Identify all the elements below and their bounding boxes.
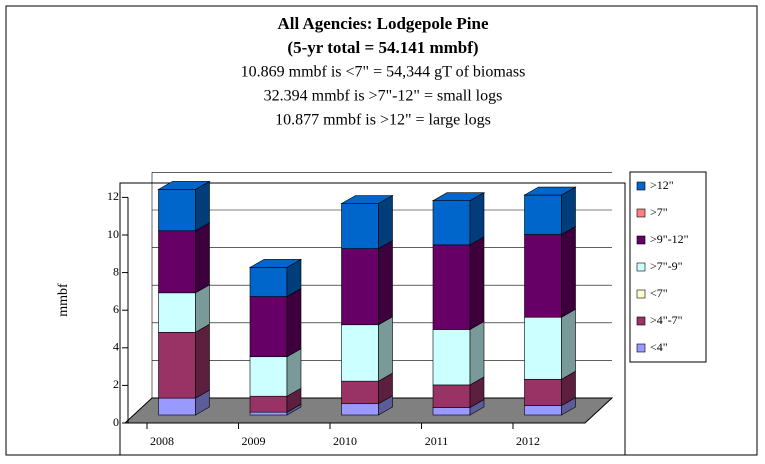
legend-swatch (636, 289, 646, 299)
y-tick-label: 2 (113, 377, 119, 391)
bar-front (432, 200, 471, 246)
chart-title: All Agencies: Lodgepole Pine (277, 14, 489, 33)
y-tick-label: 6 (113, 302, 119, 316)
legend-swatch (636, 181, 646, 191)
bar-segment (158, 284, 210, 333)
bar-front (524, 234, 562, 318)
bar-front (524, 194, 562, 235)
bar-segment (249, 348, 302, 397)
bar-segment (524, 370, 576, 407)
bar-segment (524, 308, 576, 380)
bar-top (523, 186, 577, 196)
bar-front (341, 324, 379, 382)
y-axis-label: mmbf (56, 283, 71, 317)
bar-segment (158, 180, 210, 232)
legend-swatch (636, 262, 646, 272)
bar-front (249, 411, 288, 416)
bar-segment (249, 258, 302, 298)
annotation: 10.877 mmbf is >12" = large logs (275, 112, 491, 129)
bar-front (158, 189, 196, 232)
chart-subtitle: (5-yr total = 54.141 mmbf) (287, 38, 478, 57)
legend-label: >12" (650, 178, 674, 192)
bar-side (469, 320, 485, 386)
bar-front (158, 331, 196, 399)
x-tick-label: 2009 (242, 434, 266, 448)
bar-top (248, 259, 303, 268)
bar-segment (341, 194, 393, 250)
bar-segment (432, 192, 485, 246)
bar-front (158, 397, 196, 416)
legend-swatch (636, 316, 646, 326)
bar-front (341, 203, 379, 249)
bar-segment (158, 222, 210, 294)
bar-side (378, 316, 393, 382)
annotation: 10.869 mmbf is <7" = 54,344 gT of biomas… (241, 64, 526, 81)
bar-top (340, 195, 394, 204)
bar-side (469, 192, 485, 246)
bar-side (561, 226, 576, 318)
x-tick-label: 2011 (425, 434, 449, 448)
bar-front (432, 244, 471, 330)
bar-front (524, 316, 562, 380)
legend-label: >7" (650, 205, 668, 219)
bar-segment (158, 323, 210, 399)
bar-front (432, 384, 471, 408)
bar-front (249, 296, 288, 358)
bar-front (341, 403, 379, 416)
bar-segment (341, 372, 393, 405)
bar-segment (341, 240, 393, 326)
bar-front (524, 378, 562, 406)
bar-side (286, 288, 302, 358)
y-tick-label: 10 (107, 227, 119, 241)
annotation: 32.394 mmbf is >7"-12" = small logs (264, 88, 503, 105)
bar-front (249, 395, 288, 413)
bar-front (524, 405, 562, 416)
bar-side (561, 308, 576, 380)
bar-segment (524, 186, 576, 236)
x-tick-label: 2012 (516, 434, 540, 448)
bar-side (378, 194, 393, 250)
bar-side (378, 240, 393, 326)
x-tick-label: 2008 (150, 434, 174, 448)
plot-border (119, 182, 626, 456)
bar-segment (249, 288, 302, 358)
bar-front (341, 380, 379, 405)
y-tick-label: 12 (107, 189, 119, 203)
y-tick-label: 8 (113, 264, 119, 278)
legend-label: >4"-7" (650, 313, 683, 327)
legend-label: >9"-12" (650, 232, 689, 246)
bar-front (249, 356, 288, 397)
x-tick-label: 2010 (333, 434, 357, 448)
bar-segment (249, 387, 302, 413)
legend-label: <7" (650, 286, 668, 300)
legend-swatch (636, 208, 646, 218)
y-tick-label: 0 (113, 415, 119, 429)
bar-front (432, 407, 471, 416)
legend-label: <4" (650, 340, 668, 354)
bar-top (157, 181, 211, 190)
y-tick-label: 4 (113, 340, 119, 354)
legend-label: >7"-9" (650, 259, 683, 273)
bar-side (469, 236, 485, 330)
legend-swatch (636, 235, 646, 245)
bar-front (249, 267, 288, 297)
bar-segment (341, 316, 393, 382)
bar-top (431, 192, 486, 201)
bar-side (195, 180, 210, 232)
bar-side (195, 222, 210, 294)
legend-swatch (636, 343, 646, 353)
bar-front (158, 292, 196, 333)
bar-segment (432, 236, 485, 330)
bar-front (341, 248, 379, 326)
bar-segment (432, 320, 485, 386)
bar-front (158, 230, 196, 294)
bar-front (432, 329, 471, 386)
bar-side (195, 323, 210, 399)
bar-segment (524, 226, 576, 318)
